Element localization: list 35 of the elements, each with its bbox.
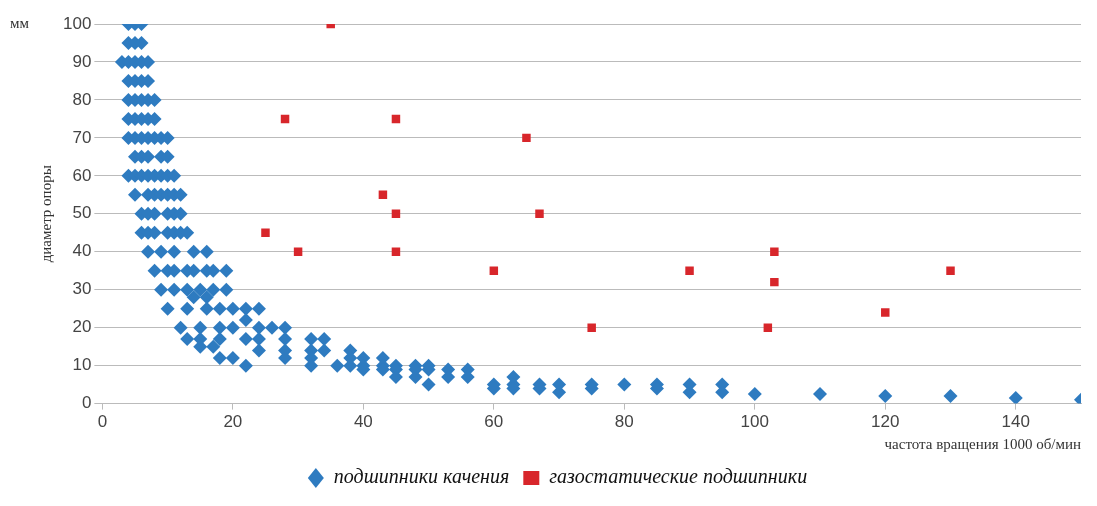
x-tick-label: 120 xyxy=(871,412,900,432)
point xyxy=(946,266,955,275)
x-tick-label: 60 xyxy=(484,412,504,432)
point xyxy=(535,209,544,219)
point xyxy=(587,323,596,332)
x-axis-title: частота вращения 1000 об/мин xyxy=(884,435,1081,452)
point xyxy=(685,266,694,275)
x-tick-label: 80 xyxy=(614,412,634,432)
point xyxy=(261,228,270,238)
x-tick-label: 40 xyxy=(353,412,373,432)
x-tick-label: 100 xyxy=(740,412,769,432)
point xyxy=(489,266,499,275)
y-tick-label: 80 xyxy=(72,89,92,109)
text: мм xyxy=(10,14,30,31)
point xyxy=(770,247,779,256)
point xyxy=(770,277,779,287)
x-tick-label: 20 xyxy=(223,412,243,432)
y-tick-label: 20 xyxy=(72,317,92,337)
y-tick-label: 0 xyxy=(81,393,92,413)
point xyxy=(881,308,890,317)
x-tick-label: 0 xyxy=(97,412,108,432)
y-tick-label: 100 xyxy=(62,13,92,33)
y-tick-label: 90 xyxy=(72,51,92,71)
y-axis-title: диаметр опоры xyxy=(37,165,54,263)
x-tick-label: 140 xyxy=(1001,412,1030,432)
y-tick-label: 10 xyxy=(72,355,92,375)
y-tick-label: 60 xyxy=(72,165,92,185)
y-tick-label: 40 xyxy=(72,241,92,261)
point xyxy=(763,323,773,332)
y-tick-label: 30 xyxy=(72,279,92,299)
point xyxy=(522,133,531,143)
y-tick-label: 70 xyxy=(72,127,92,147)
legend-label: газостатические подшипники xyxy=(549,465,808,488)
legend-label: подшипники качения xyxy=(333,465,510,488)
y-tick-label: 50 xyxy=(72,203,92,223)
